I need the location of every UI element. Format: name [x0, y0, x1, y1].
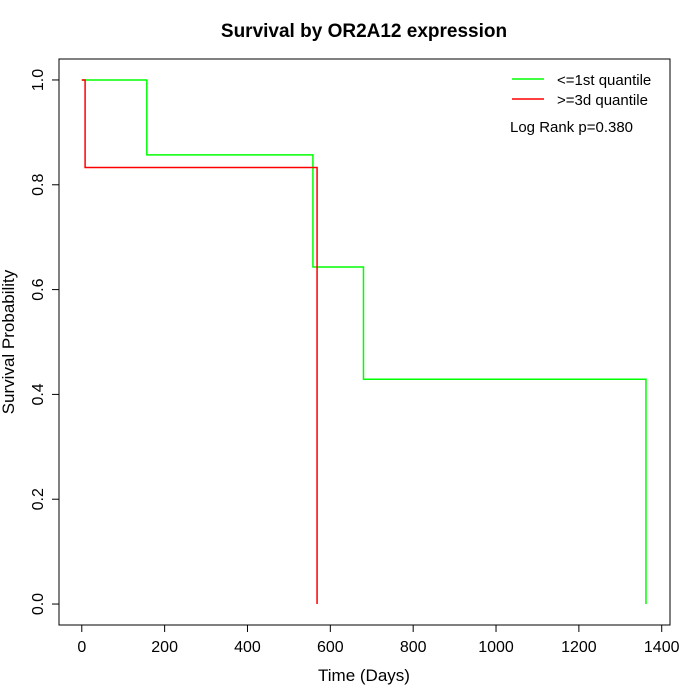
series-layer [81, 79, 647, 605]
x-tick-label: 1400 [644, 639, 680, 656]
y-tick-label: 0.4 [30, 383, 47, 405]
x-tick-label: 800 [400, 639, 427, 656]
y-tick-label: 0.8 [30, 174, 47, 196]
legend-label-low: <=1st quantile [557, 72, 651, 89]
x-tick-label: 200 [151, 639, 178, 656]
y-tick-label: 0.2 [30, 488, 47, 510]
x-axis: 0 200 400 600 800 1000 1200 1400 [77, 624, 680, 656]
x-axis-label: Time (Days) [318, 666, 410, 685]
y-tick-label: 1.0 [30, 69, 47, 91]
legend: <=1st quantile >=3d quantile Log Rank p=… [510, 72, 651, 136]
legend-label-high: >=3d quantile [557, 92, 648, 109]
x-tick-label: 600 [317, 639, 344, 656]
x-tick-label: 0 [77, 639, 86, 656]
x-tick-label: 400 [234, 639, 261, 656]
plot-frame [58, 58, 671, 626]
series-line-0 [81, 79, 647, 605]
y-tick-label: 0.0 [30, 593, 47, 615]
y-axis: 0.0 0.2 0.4 0.6 0.8 1.0 [30, 69, 60, 615]
logrank-annotation: Log Rank p=0.380 [510, 119, 633, 136]
y-axis-label: Survival Probability [0, 269, 18, 414]
x-tick-label: 1200 [561, 639, 597, 656]
y-tick-label: 0.6 [30, 278, 47, 300]
series-line-1 [81, 79, 318, 605]
chart-title: Survival by OR2A12 expression [221, 21, 507, 42]
x-tick-label: 1000 [478, 639, 514, 656]
